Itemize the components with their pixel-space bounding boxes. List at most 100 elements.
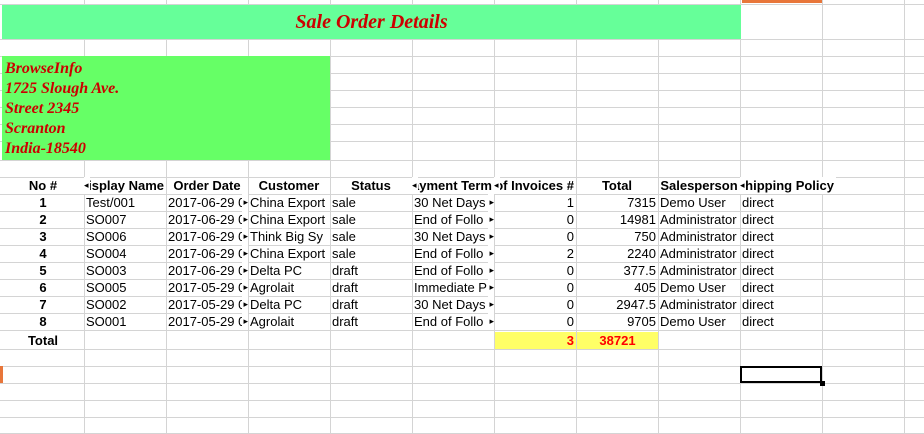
cell-no[interactable]: 7	[39, 297, 47, 312]
header-no[interactable]: No #	[28, 178, 58, 193]
cell-order-date[interactable]: 2017-05-29 0	[166, 279, 248, 296]
cell-no[interactable]: 4	[39, 246, 47, 261]
cell-customer[interactable]: China Export	[250, 212, 326, 227]
cell-invoices[interactable]: 0	[566, 212, 574, 227]
cell-invoices[interactable]: 0	[566, 314, 574, 329]
cell-no[interactable]: 1	[39, 195, 47, 210]
column-selection-marker	[742, 0, 822, 3]
sheet-title[interactable]: Sale Order Details	[2, 5, 741, 39]
cell-order-date[interactable]: 2017-06-29 0	[166, 211, 248, 228]
cell-shipping-policy[interactable]: direct	[742, 212, 774, 227]
cell-status[interactable]: draft	[332, 314, 359, 329]
cell-invoices[interactable]: 2	[566, 246, 574, 261]
cell-display-name[interactable]: SO001	[86, 314, 127, 329]
cell-no[interactable]: 6	[39, 280, 47, 295]
company-address-block[interactable]: BrowseInfo 1725 Slough Ave. Street 2345 …	[2, 56, 330, 160]
cell-customer[interactable]: China Export	[250, 246, 326, 261]
totals-invoices[interactable]: 3	[495, 332, 576, 349]
cell-display-name[interactable]: SO005	[86, 280, 127, 295]
cell-customer[interactable]: Agrolait	[250, 314, 295, 329]
cell-salesperson[interactable]: Administrator	[660, 212, 737, 227]
cell-status[interactable]: draft	[332, 280, 359, 295]
cell-payment-term[interactable]: Immediate P	[412, 279, 494, 296]
cell-shipping-policy[interactable]: direct	[742, 263, 774, 278]
cell-invoices[interactable]: 0	[566, 280, 574, 295]
cell-display-name[interactable]: SO004	[86, 246, 127, 261]
cell-status[interactable]: sale	[332, 229, 356, 244]
header-shipping-policy[interactable]: Shipping Policy	[740, 177, 836, 194]
cell-total[interactable]: 405	[634, 280, 656, 295]
cell-payment-term[interactable]: End of Follo	[412, 211, 494, 228]
cell-status[interactable]: sale	[332, 212, 356, 227]
cell-salesperson[interactable]: Administrator	[660, 246, 737, 261]
cell-payment-term[interactable]: End of Follo	[412, 245, 494, 262]
totals-amount[interactable]: 38721	[577, 332, 658, 349]
cell-order-date[interactable]: 2017-06-29 0	[166, 245, 248, 262]
cell-salesperson[interactable]: Administrator	[660, 263, 737, 278]
cell-total[interactable]: 750	[634, 229, 656, 244]
cell-payment-term[interactable]: 30 Net Days	[412, 194, 494, 211]
cell-order-date[interactable]: 2017-06-29 0	[166, 194, 248, 211]
cell-total[interactable]: 2947.5	[616, 297, 656, 312]
cell-salesperson[interactable]: Demo User	[660, 314, 726, 329]
address-country-zip: India-18540	[5, 140, 86, 157]
cell-shipping-policy[interactable]: direct	[742, 229, 774, 244]
cell-salesperson[interactable]: Demo User	[660, 195, 726, 210]
cell-invoices[interactable]: 0	[566, 263, 574, 278]
cell-order-date[interactable]: 2017-05-29 0	[166, 313, 248, 330]
cell-display-name[interactable]: SO002	[86, 297, 127, 312]
cell-payment-term[interactable]: 30 Net Days	[412, 228, 494, 245]
cell-customer[interactable]: Delta PC	[250, 263, 303, 278]
cell-total[interactable]: 377.5	[623, 263, 656, 278]
header-display-name[interactable]: Display Name	[84, 177, 166, 194]
cell-salesperson[interactable]: Administrator	[660, 229, 737, 244]
cell-total[interactable]: 14981	[619, 212, 656, 227]
cell-display-name[interactable]: Test/001	[86, 195, 136, 210]
cell-order-date[interactable]: 2017-06-29 0	[166, 228, 248, 245]
cell-order-date[interactable]: 2017-05-29 0	[166, 296, 248, 313]
header-order-date[interactable]: Order Date	[173, 178, 241, 193]
cell-salesperson[interactable]: Demo User	[660, 280, 726, 295]
header-customer[interactable]: Customer	[258, 178, 320, 193]
cell-payment-term[interactable]: 30 Net Days	[412, 296, 494, 313]
cell-status[interactable]: sale	[332, 195, 356, 210]
cell-payment-term[interactable]: End of Follo	[412, 262, 494, 279]
header-payment-term[interactable]: Payment Term	[412, 177, 494, 194]
cell-invoices[interactable]: 0	[566, 229, 574, 244]
cell-display-name[interactable]: SO007	[86, 212, 127, 227]
cell-customer[interactable]: China Export	[250, 195, 326, 210]
cell-shipping-policy[interactable]: direct	[742, 246, 774, 261]
cell-status[interactable]: sale	[332, 246, 356, 261]
address-line-2: Street 2345	[5, 100, 80, 117]
cell-invoices[interactable]: 1	[566, 195, 574, 210]
cell-customer[interactable]: Delta PC	[250, 297, 303, 312]
cell-order-date[interactable]: 2017-06-29 0	[166, 262, 248, 279]
cell-salesperson[interactable]: Administrator	[660, 297, 737, 312]
active-cell-cursor[interactable]	[740, 366, 822, 383]
cell-payment-term[interactable]: End of Follo	[412, 313, 494, 330]
cell-shipping-policy[interactable]: direct	[742, 297, 774, 312]
cell-status[interactable]: draft	[332, 297, 359, 312]
cell-display-name[interactable]: SO006	[86, 229, 127, 244]
cell-customer[interactable]: Agrolait	[250, 280, 295, 295]
header-salesperson[interactable]: Salesperson	[660, 178, 738, 193]
cell-shipping-policy[interactable]: direct	[742, 195, 774, 210]
cell-shipping-policy[interactable]: direct	[742, 280, 774, 295]
header-invoices[interactable]: # of Invoices	[494, 177, 576, 194]
totals-label[interactable]: Total	[27, 333, 59, 348]
cell-total[interactable]: 2240	[627, 246, 656, 261]
cell-total[interactable]: 7315	[627, 195, 656, 210]
cell-no[interactable]: 3	[39, 229, 47, 244]
cell-no[interactable]: 2	[39, 212, 47, 227]
cell-display-name[interactable]: SO003	[86, 263, 127, 278]
cell-total[interactable]: 9705	[627, 314, 656, 329]
cell-invoices[interactable]: 0	[566, 297, 574, 312]
cell-customer[interactable]: Think Big Sy	[250, 229, 323, 244]
cell-no[interactable]: 5	[39, 263, 47, 278]
cell-shipping-policy[interactable]: direct	[742, 314, 774, 329]
header-total[interactable]: Total	[601, 178, 633, 193]
cell-no[interactable]: 8	[39, 314, 47, 329]
fill-handle[interactable]	[820, 381, 825, 386]
cell-status[interactable]: draft	[332, 263, 359, 278]
header-status[interactable]: Status	[351, 178, 391, 193]
